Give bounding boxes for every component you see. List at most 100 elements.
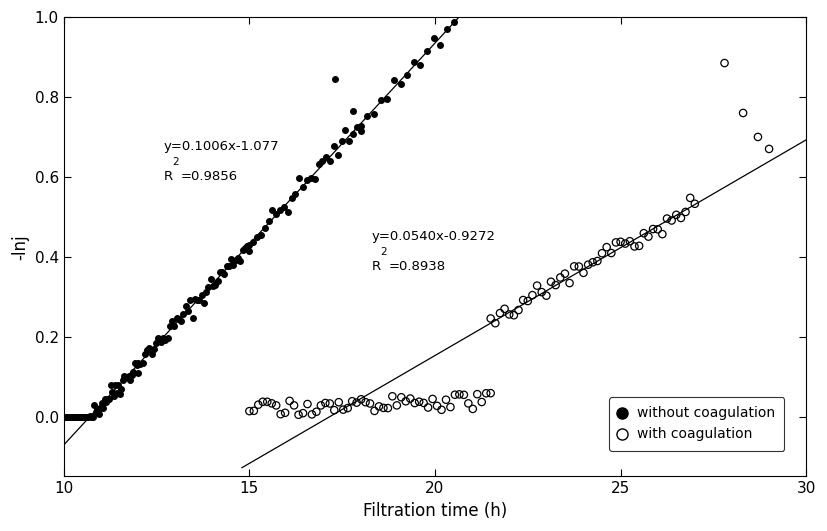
without coagulation: [174, 316, 188, 325]
with coagulation: [404, 395, 417, 403]
Text: R: R: [372, 260, 381, 273]
without coagulation: [86, 412, 99, 421]
without coagulation: [165, 317, 179, 326]
with coagulation: [341, 404, 354, 413]
without coagulation: [387, 76, 400, 84]
without coagulation: [198, 298, 211, 307]
without coagulation: [134, 359, 147, 368]
without coagulation: [141, 346, 154, 354]
with coagulation: [535, 288, 548, 296]
with coagulation: [484, 314, 497, 323]
with coagulation: [346, 397, 359, 406]
Text: =0.8938: =0.8938: [389, 260, 446, 273]
without coagulation: [347, 107, 360, 115]
without coagulation: [98, 395, 112, 403]
without coagulation: [289, 190, 302, 198]
Text: y=0.1006x-1.077: y=0.1006x-1.077: [164, 140, 280, 153]
with coagulation: [247, 407, 261, 415]
with coagulation: [243, 407, 256, 415]
without coagulation: [84, 412, 98, 421]
without coagulation: [335, 137, 348, 145]
with coagulation: [301, 400, 314, 408]
without coagulation: [92, 410, 105, 418]
with coagulation: [619, 239, 632, 248]
with coagulation: [417, 399, 430, 407]
with coagulation: [283, 397, 296, 405]
without coagulation: [74, 412, 87, 421]
without coagulation: [207, 281, 220, 290]
without coagulation: [108, 381, 122, 389]
without coagulation: [218, 269, 231, 278]
without coagulation: [400, 71, 414, 79]
without coagulation: [300, 176, 313, 184]
with coagulation: [674, 213, 687, 222]
with coagulation: [288, 401, 301, 409]
without coagulation: [119, 373, 132, 381]
without coagulation: [254, 231, 267, 239]
with coagulation: [665, 216, 678, 225]
without coagulation: [246, 237, 260, 246]
without coagulation: [193, 295, 206, 304]
with coagulation: [577, 269, 590, 277]
without coagulation: [347, 130, 360, 139]
without coagulation: [124, 375, 137, 384]
without coagulation: [241, 242, 254, 251]
with coagulation: [647, 225, 660, 233]
without coagulation: [90, 404, 103, 413]
with coagulation: [448, 390, 461, 399]
without coagulation: [156, 334, 170, 342]
with coagulation: [399, 397, 413, 406]
without coagulation: [367, 110, 380, 118]
without coagulation: [427, 34, 440, 42]
X-axis label: Filtration time (h): Filtration time (h): [363, 502, 507, 520]
with coagulation: [530, 281, 543, 290]
with coagulation: [507, 311, 520, 320]
with coagulation: [642, 233, 655, 241]
without coagulation: [339, 125, 352, 134]
with coagulation: [332, 398, 346, 406]
without coagulation: [69, 412, 83, 421]
without coagulation: [128, 358, 141, 367]
without coagulation: [93, 404, 107, 413]
with coagulation: [679, 208, 692, 216]
with coagulation: [274, 410, 287, 418]
without coagulation: [229, 256, 242, 264]
without coagulation: [312, 159, 325, 168]
without coagulation: [316, 157, 329, 166]
with coagulation: [337, 405, 350, 414]
without coagulation: [122, 372, 136, 380]
without coagulation: [115, 384, 128, 393]
without coagulation: [136, 358, 149, 367]
with coagulation: [318, 399, 332, 407]
without coagulation: [414, 61, 427, 69]
without coagulation: [440, 25, 453, 33]
with coagulation: [628, 242, 641, 251]
without coagulation: [150, 339, 163, 347]
with coagulation: [544, 278, 557, 286]
without coagulation: [227, 260, 240, 269]
with coagulation: [684, 194, 697, 202]
with coagulation: [413, 398, 426, 406]
without coagulation: [394, 80, 407, 88]
without coagulation: [234, 256, 247, 265]
with coagulation: [503, 310, 516, 319]
without coagulation: [72, 412, 85, 421]
Text: y=0.0540x-0.9272: y=0.0540x-0.9272: [372, 230, 496, 243]
with coagulation: [359, 398, 372, 406]
with coagulation: [292, 410, 305, 419]
Text: 2: 2: [380, 247, 387, 257]
without coagulation: [152, 333, 165, 342]
with coagulation: [624, 237, 637, 245]
without coagulation: [208, 280, 222, 289]
without coagulation: [110, 389, 123, 398]
without coagulation: [127, 367, 140, 376]
with coagulation: [614, 237, 627, 246]
with coagulation: [572, 262, 586, 271]
without coagulation: [112, 381, 125, 389]
without coagulation: [407, 58, 420, 66]
with coagulation: [637, 229, 650, 237]
with coagulation: [471, 390, 484, 398]
without coagulation: [62, 412, 75, 421]
with coagulation: [476, 398, 489, 406]
without coagulation: [81, 412, 94, 421]
